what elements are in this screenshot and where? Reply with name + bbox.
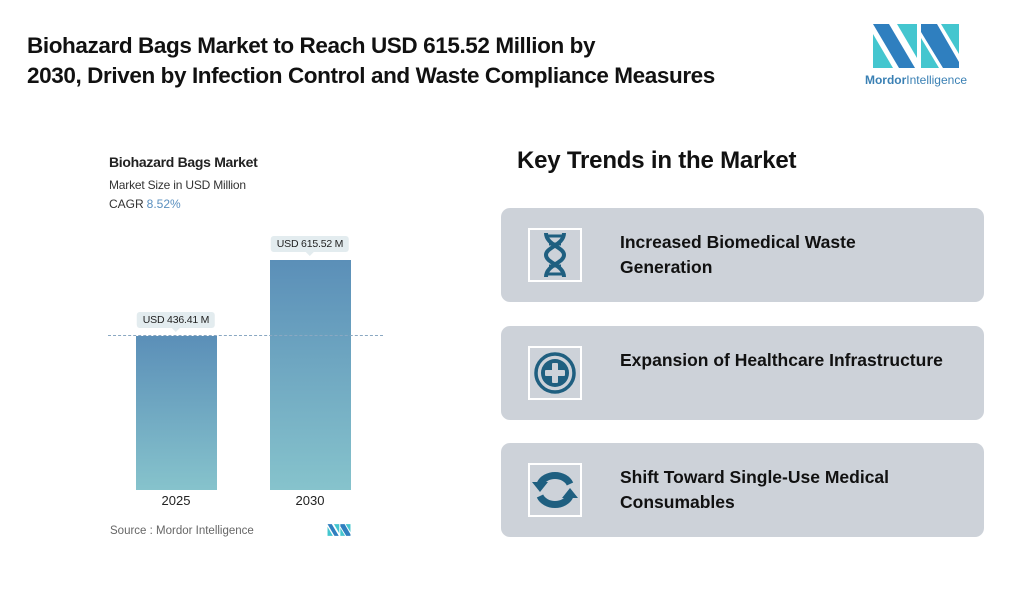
medical-cross-icon xyxy=(534,352,576,394)
refresh-cycle-icon xyxy=(532,472,578,508)
bar-2025 xyxy=(136,336,217,490)
page-title-line-2: 2030, Driven by Infection Control and Wa… xyxy=(27,63,715,88)
bar-chart: USD 436.41 M USD 615.52 M xyxy=(108,225,383,490)
trend-text: Expansion of Healthcare Infrastructure xyxy=(620,350,943,370)
logo-wordmark: MordorIntelligence xyxy=(858,73,974,87)
bar-label-2025: USD 436.41 M xyxy=(136,312,216,328)
chart-subtitle: Market Size in USD Million xyxy=(109,178,246,192)
trend-icon-frame xyxy=(528,346,582,400)
trend-card-biomedical-waste: Increased Biomedical Waste Generation xyxy=(501,208,984,302)
x-tick-2025: 2025 xyxy=(161,493,191,508)
key-trends-heading: Key Trends in the Market xyxy=(517,147,797,174)
dna-icon xyxy=(543,232,567,278)
reference-line xyxy=(108,335,383,336)
trend-icon-frame xyxy=(528,463,582,517)
cagr-value: 8.52% xyxy=(146,197,181,211)
logo-brand-regular: Intelligence xyxy=(906,73,968,87)
page-title: Biohazard Bags Market to Reach USD 615.5… xyxy=(27,31,837,91)
trend-text: Increased Biomedical Waste Generation xyxy=(620,232,856,277)
mordor-small-logo-icon xyxy=(327,524,351,536)
bar-2030 xyxy=(270,260,351,490)
chart-source: Source : Mordor Intelligence xyxy=(110,525,254,537)
chart-cagr: CAGR 8.52% xyxy=(109,197,181,211)
trend-icon-frame xyxy=(528,228,582,282)
trend-card-single-use-consumables: Shift Toward Single-Use Medical Consumab… xyxy=(501,443,984,537)
trend-text: Shift Toward Single-Use Medical Consumab… xyxy=(620,467,890,512)
x-tick-2030: 2030 xyxy=(295,493,325,508)
chart-title: Biohazard Bags Market xyxy=(109,154,258,170)
mordor-intelligence-logo: MordorIntelligence xyxy=(858,22,974,92)
mordor-logo-icon xyxy=(873,24,959,68)
bar-label-2030: USD 615.52 M xyxy=(270,236,350,252)
logo-brand-bold: Mordor xyxy=(864,73,907,87)
page-title-line-1: Biohazard Bags Market to Reach USD 615.5… xyxy=(27,33,596,58)
trend-card-healthcare-infrastructure: Expansion of Healthcare Infrastructure xyxy=(501,326,984,420)
cagr-label: CAGR xyxy=(109,197,144,211)
